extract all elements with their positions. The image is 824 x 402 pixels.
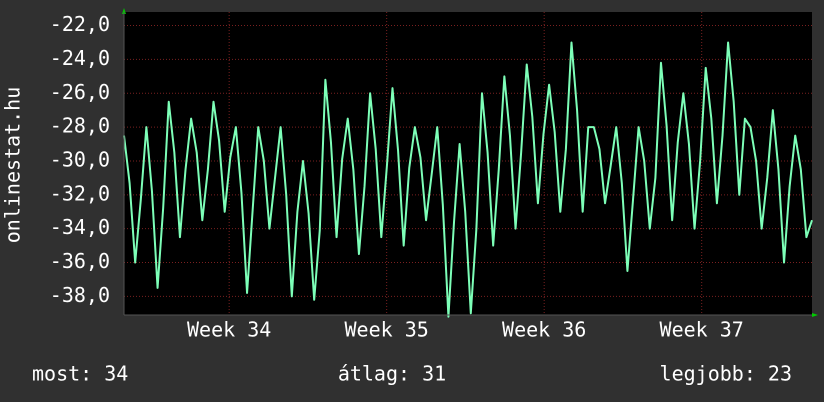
x-tick-label: Week 37 xyxy=(660,318,744,342)
y-tick-label: -24,0 xyxy=(50,46,110,70)
x-tick-label: Week 34 xyxy=(187,318,271,342)
y-axis-arrow xyxy=(122,8,126,14)
line-series xyxy=(123,41,813,318)
y-tick-label: -36,0 xyxy=(50,249,110,273)
footer-average: átlag: 31 xyxy=(338,362,446,386)
x-tick-label: Week 35 xyxy=(345,318,429,342)
x-tick-label: Week 36 xyxy=(502,318,586,342)
y-tick-label: -28,0 xyxy=(50,114,110,138)
y-tick-label: -30,0 xyxy=(50,147,110,171)
y-axis-title: onlinestat.hu xyxy=(1,87,25,244)
y-tick-label: -22,0 xyxy=(50,12,110,36)
y-tick-label: -26,0 xyxy=(50,80,110,104)
footer-current: most: 34 xyxy=(32,362,128,386)
plot xyxy=(123,41,813,318)
y-tick-label: -32,0 xyxy=(50,181,110,205)
footer-best: legjobb: 23 xyxy=(660,362,792,386)
y-tick-label: -38,0 xyxy=(50,283,110,307)
y-tick-label: -34,0 xyxy=(50,215,110,239)
x-axis-arrow xyxy=(812,313,818,317)
